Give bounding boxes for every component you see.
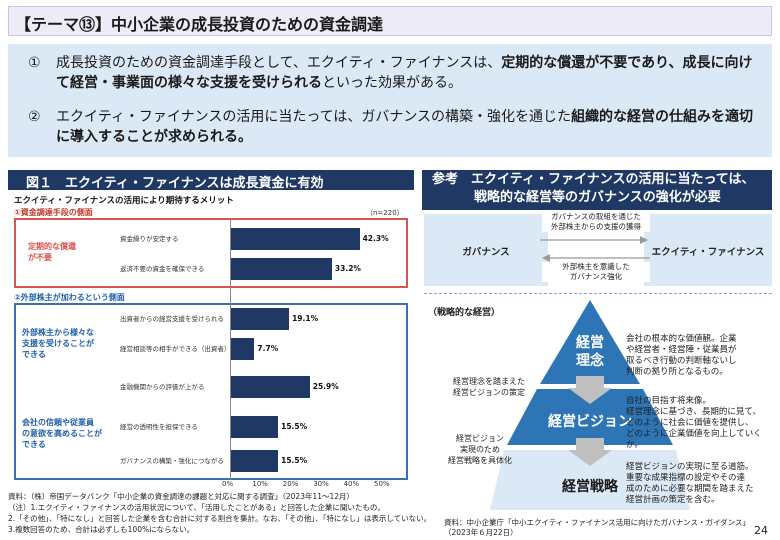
reference-source: 資料：中小企業庁「中小エクイティ・ファイナンス活用に向けたガバナンス・ガイダンス…	[444, 518, 750, 537]
note-line: 資料：（株）帝国データバンク「中小企業の資金調達の課題と対応に関する調査」（20…	[8, 492, 355, 501]
side-text-vision: 自社の目指す将来像。 経営理念に基づき、長期的に見て、 どのように社会に価値を提…	[626, 396, 762, 450]
key-points-box: ① 成長投資のための資金調達手段として、エクイティ・ファイナンスは、定期的な償還…	[8, 44, 772, 157]
x-tick-label: 30%	[313, 480, 329, 488]
point-segment: 成長投資のための資金調達手段として、エクイティ・ファイナンスは、	[56, 55, 502, 71]
equity-label: エクイティ・ファイナンス	[651, 247, 765, 258]
pyramid-tier-2	[507, 389, 673, 445]
title-bar: 【テーマ⑬】中小企業の成長投資のための資金調達	[8, 6, 772, 36]
tier-label-vision: 経営ビジョン	[548, 414, 632, 430]
figure-notes: 資料：（株）帝国データバンク「中小企業の資金調達の課題と対応に関する調査」（20…	[8, 491, 432, 535]
section-label-1: ①資金調達手段の側面	[14, 208, 93, 217]
x-tick-label: 40%	[343, 480, 360, 488]
note-line: 3.複数回答のため、合計は必ずしも100%にならない。	[8, 525, 195, 534]
bar-value-label: 15.5%	[281, 456, 308, 465]
x-tick-label: 20%	[282, 480, 299, 488]
tier-label-strategy: 経営戦略	[562, 479, 618, 495]
point-number: ②	[28, 109, 41, 125]
bar	[231, 258, 332, 280]
x-tick-label: 0%	[222, 480, 234, 488]
bar	[231, 376, 310, 398]
page-title: 【テーマ⑬】中小企業の成長投資のための資金調達	[15, 15, 384, 34]
bar-value-label: 7.7%	[257, 344, 279, 353]
group-box-funding	[14, 218, 408, 288]
y-axis-line	[230, 218, 231, 480]
pyramid-tier-3	[490, 450, 690, 510]
point-emphasis: 組織的な経営の仕組みを適切に導入することが求められる。	[56, 109, 754, 145]
strategic-label: （戦略的な経営）	[428, 308, 501, 318]
bar-value-label: 19.1%	[292, 314, 319, 323]
figure-title: 図１ エクイティ・ファイナンスは成長資金に有効	[26, 176, 324, 191]
group-label-trust: 会社の信頼や従業員 の意欲を高めることが できる	[22, 418, 102, 449]
pyramid	[490, 300, 690, 510]
tier-label-philosophy: 経営 理念	[576, 335, 604, 369]
governance-label: ガバナンス	[462, 247, 510, 258]
point-2: ② エクイティ・ファイナンスの活用に当たっては、ガバナンスの構築・強化を通じた組…	[28, 107, 758, 151]
point-emphasis: 定期的な償還が不要であり、成長に向けて経営・事業面の様々な支援を受けられる	[56, 55, 753, 91]
section-label-2: ②外部株主が加わるという側面	[14, 293, 125, 302]
group-box-shareholder	[14, 303, 408, 480]
reference-header-line1: 参考 エクイティ・ファイナンスの活用に当たっては、	[432, 172, 755, 187]
bar	[231, 308, 290, 330]
bar-category-label: 資金繰りが安定する	[120, 235, 179, 243]
bar-category-label: ガバナンスの構築・強化につながる	[120, 457, 224, 465]
arrow-right-head	[640, 236, 648, 244]
bar-value-label: 33.2%	[334, 264, 361, 273]
bar	[231, 228, 360, 250]
point-number: ①	[28, 55, 41, 71]
sample-size: （n=220）	[366, 209, 404, 217]
point-1: ① 成長投資のための資金調達手段として、エクイティ・ファイナンスは、定期的な償還…	[28, 53, 758, 97]
x-tick-label: 10%	[252, 480, 268, 488]
point-segment: といった効果がある。	[322, 75, 462, 91]
arrow-left-head	[542, 254, 550, 262]
pyramid-tier-1	[540, 300, 640, 384]
bar	[231, 338, 255, 360]
bar-category-label: 経営相談等の相手ができる（出資者）	[120, 345, 226, 353]
bar-category-label: 出資者からの経営支援を受けられる	[120, 315, 224, 323]
equity-box: エクイティ・ファイナンス	[644, 214, 772, 286]
point-text: 成長投資のための資金調達手段として、エクイティ・ファイナンスは、定期的な償還が不…	[56, 53, 756, 93]
pyramid-arrow-2	[568, 438, 612, 466]
divider	[424, 293, 772, 294]
bar-category-label: 金融機関からの評価が上がる	[120, 383, 205, 391]
bar-value-label: 42.3%	[362, 234, 389, 243]
reference-header: 参考 エクイティ・ファイナンスの活用に当たっては、 戦略的な経営等のガバナンスの…	[422, 170, 772, 210]
pyramid-arrow-1	[568, 376, 612, 404]
bar-chart: 資金繰りが安定する 42.3% 返済不要の資金を確保できる 33.2% 出資者からの経営…	[120, 218, 410, 480]
left-text-vision: 経営理念を踏まえた 経営ビジョンの策定	[453, 377, 525, 397]
page-number: 24	[754, 524, 768, 537]
note-line: （注）1.エクイティ・ファイナンスの活用状況について、「活用したことがある」と回…	[8, 503, 385, 512]
bar-value-label: 15.5%	[281, 422, 308, 431]
side-text-philosophy: 会社の根本的な価値観。企業 や経営者・経営陣・従業員が 取るべき行動の判断軸ない…	[626, 334, 737, 377]
left-text-strategy: 経営ビジョン 実現のため 経営戦略を具体化	[448, 434, 512, 465]
bar	[231, 416, 279, 438]
arrows-diagram	[540, 236, 650, 262]
point-text: エクイティ・ファイナンスの活用に当たっては、ガバナンスの構築・強化を通じた組織的…	[56, 107, 756, 147]
governance-box: ガバナンス	[424, 214, 548, 286]
reference-header-line2: 戦略的な経営等のガバナンスの強化が必要	[474, 190, 721, 205]
note-line: 2.「その他」、「特になし」と回答した企業を含む合計に対する割合を集計。なお、「…	[8, 514, 432, 523]
side-text-strategy: 経営ビジョンの実現に至る道筋。 重要な成果指標の設定やその達 成のために必要な期…	[626, 462, 754, 505]
x-tick-label: 50%	[374, 480, 390, 488]
group-label-support: 外部株主から様々な 支援を受けることが できる	[22, 328, 94, 359]
bar	[231, 450, 279, 472]
bar-category-label: 返済不要の資金を確保できる	[120, 265, 205, 273]
group-label-no-repayment: 定期的な償還 が不要	[28, 242, 76, 262]
bar-category-label: 経営の透明性を担保できる	[120, 423, 198, 431]
arrow-top-text: ガバナンスの取組を通じた 外部株主からの支援の獲得	[542, 212, 650, 232]
chart-subtitle: エクイティ・ファイナンスの活用により期待するメリット	[14, 196, 234, 206]
arrow-bottom-text: 外部株主を意識した ガバナンス強化	[542, 262, 650, 282]
bar-value-label: 25.9%	[312, 382, 339, 391]
point-segment: エクイティ・ファイナンスの活用に当たっては、ガバナンスの構築・強化を通じた	[56, 109, 572, 125]
figure-header: 図１ エクイティ・ファイナンスは成長資金に有効	[8, 170, 414, 191]
x-axis: 0% 10% 20% 30% 40% 50%	[120, 480, 410, 492]
